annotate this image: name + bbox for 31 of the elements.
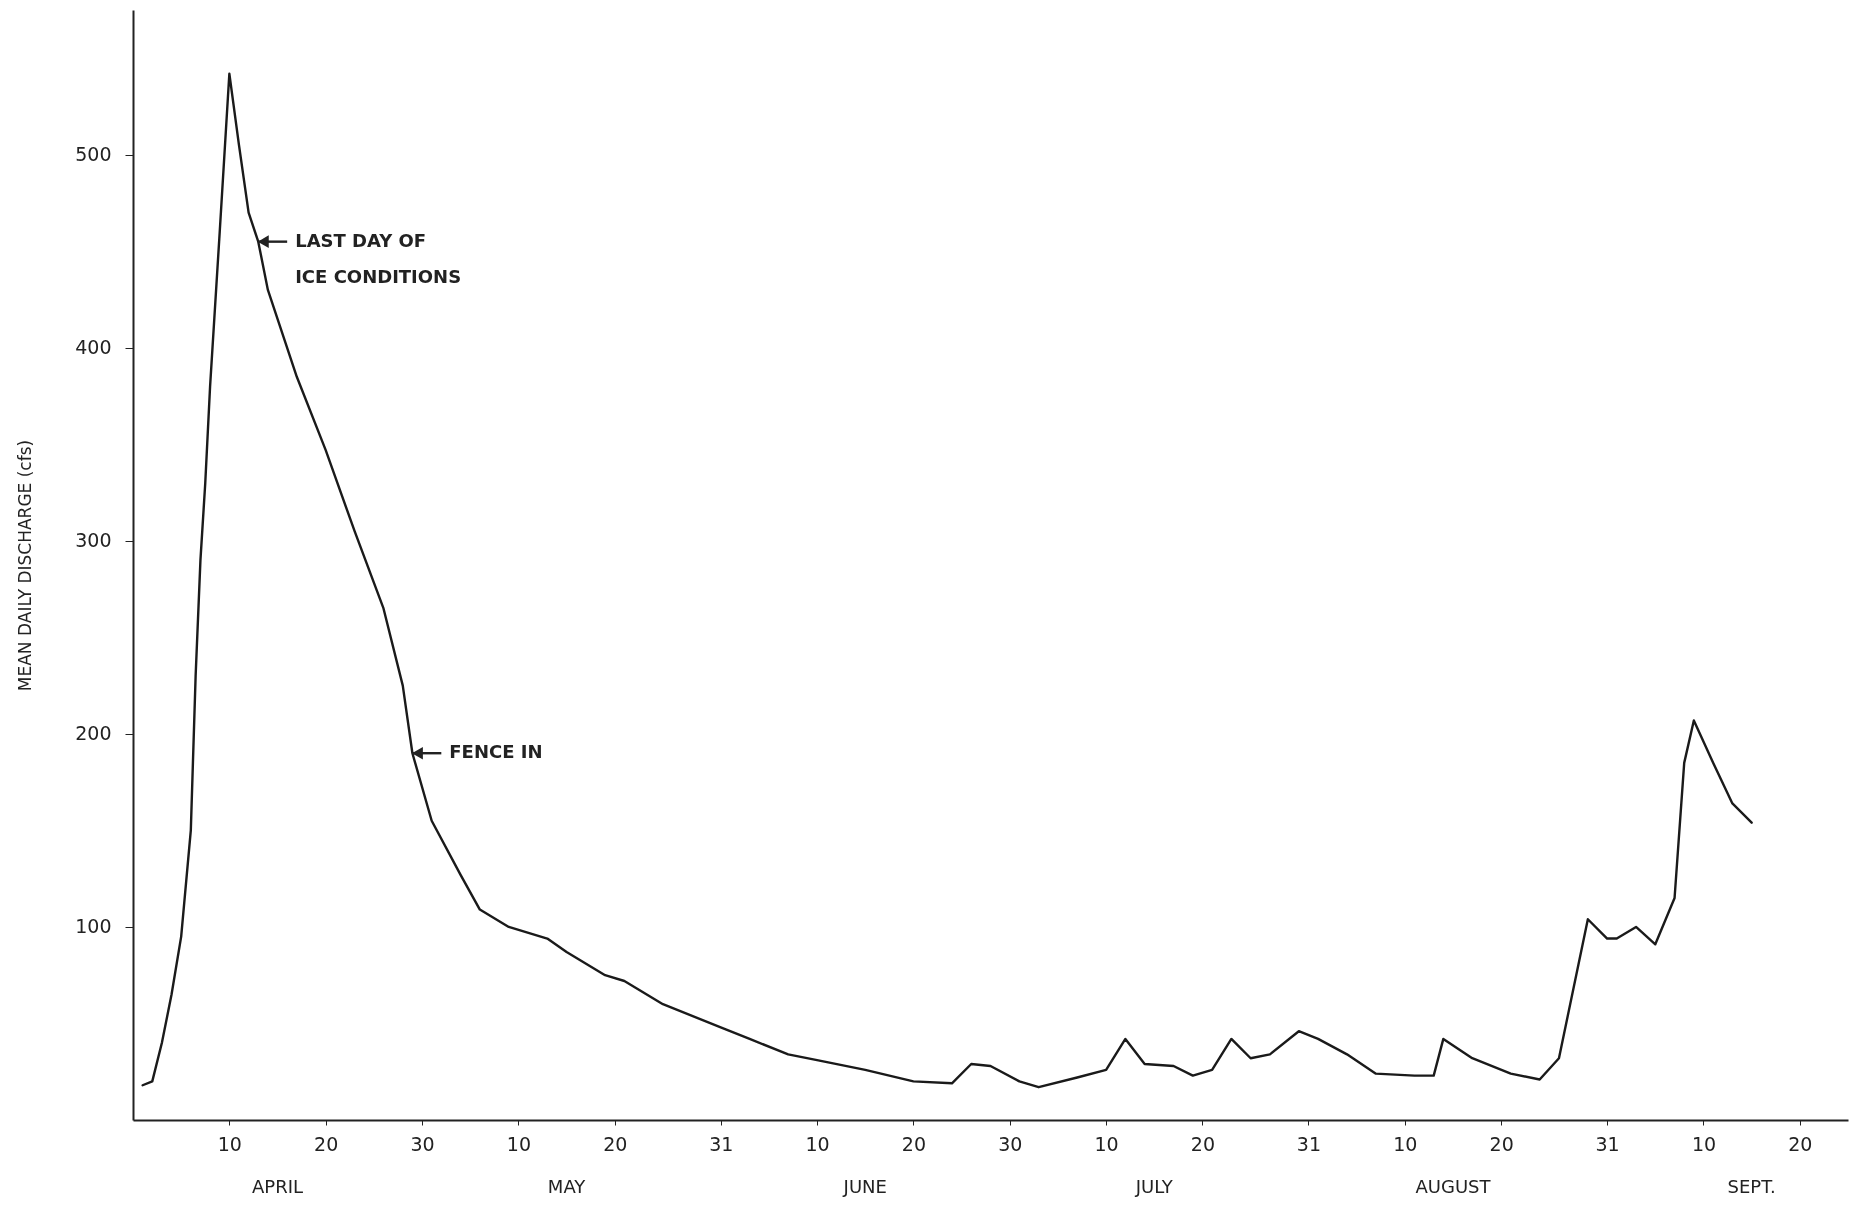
x-tick-label: 10 [1393, 1132, 1418, 1155]
y-tick-label: 400 [75, 336, 112, 359]
annotation: LAST DAY OF ICE CONDITIONS [295, 229, 462, 287]
y-tick-label: 200 [75, 722, 112, 745]
x-tick-label: 10 [805, 1132, 830, 1155]
x-tick-label: 20 [1190, 1132, 1216, 1155]
text: MAY [547, 1176, 587, 1197]
text: APRIL [252, 1176, 304, 1197]
text: SEPT. [1727, 1176, 1776, 1197]
annotation: FENCE IN [449, 741, 543, 763]
x-tick-label: 20 [901, 1132, 927, 1155]
text: JUNE [842, 1176, 887, 1197]
x-tick-label: 10 [506, 1132, 531, 1155]
x-tick-label: 20 [603, 1132, 628, 1155]
x-tick-label: 30 [998, 1132, 1023, 1155]
x-tick-label: 10 [1691, 1132, 1717, 1155]
text: AUGUST [1415, 1176, 1492, 1197]
x-tick-label: 20 [314, 1132, 339, 1155]
y-tick-label: 300 [75, 529, 112, 552]
y-axis-title: MEAN DAILY DISCHARGE (cfs) [15, 439, 36, 692]
x-tick-label: 10 [217, 1132, 242, 1155]
y-tick-label: 500 [75, 143, 112, 166]
x-tick-label: 31 [1595, 1132, 1620, 1155]
x-tick-label: 20 [1788, 1132, 1813, 1155]
x-tick-label: 10 [1094, 1132, 1119, 1155]
x-tick-label: 31 [1296, 1132, 1322, 1155]
x-tick-label: 31 [709, 1132, 734, 1155]
y-tick-label: 100 [75, 915, 112, 938]
text: JULY [1134, 1176, 1174, 1197]
x-tick-label: 20 [1489, 1132, 1514, 1155]
x-tick-label: 30 [410, 1132, 435, 1155]
